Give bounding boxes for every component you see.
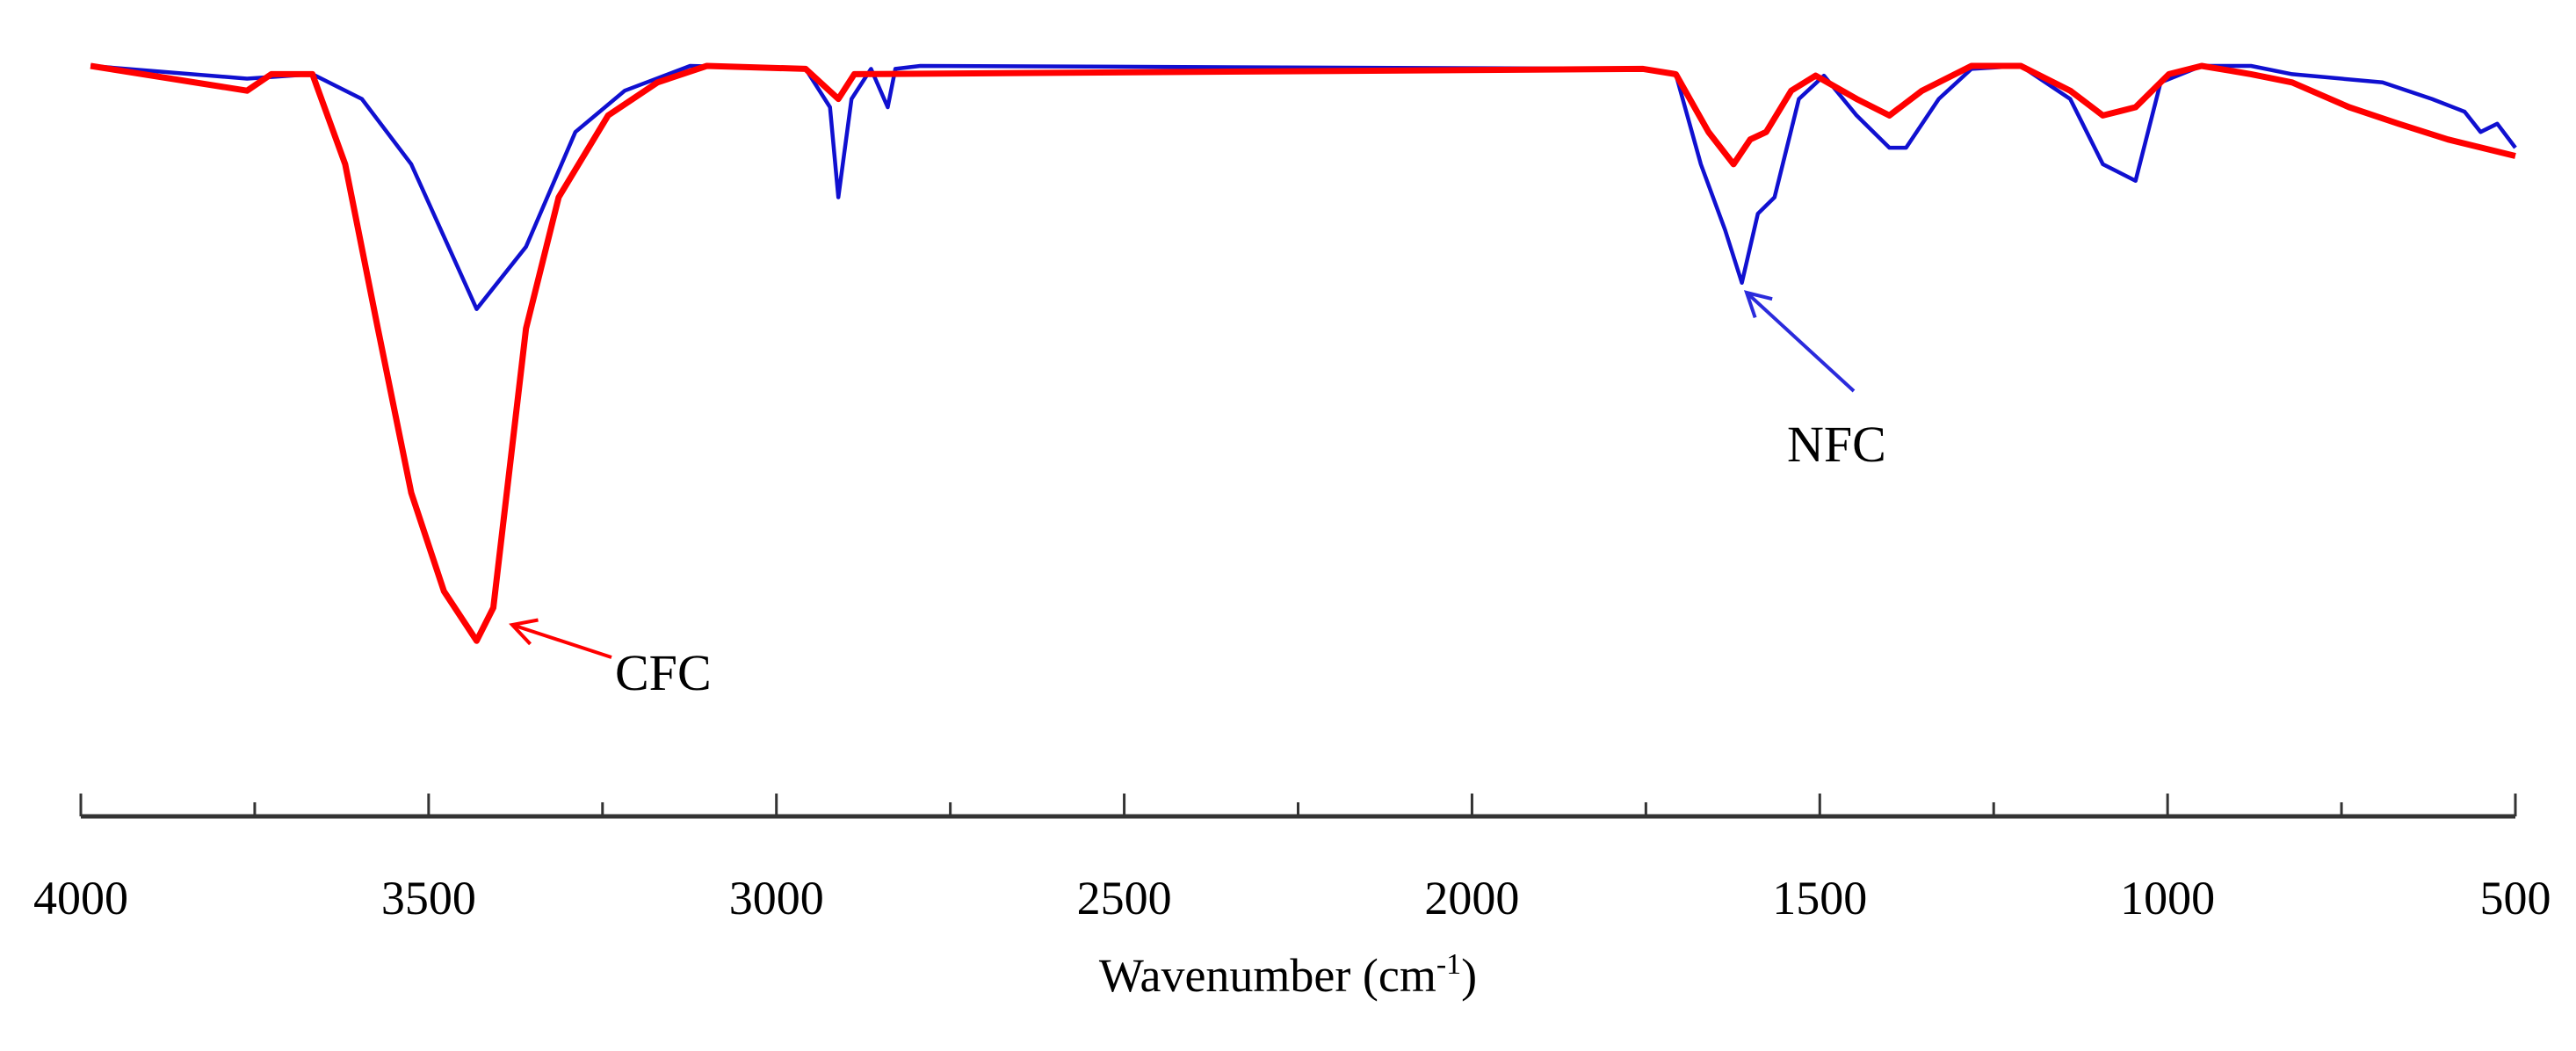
- arrowhead-icon: [1743, 290, 1773, 319]
- annotations: CFC NFC: [509, 290, 1886, 701]
- x-tick-label: 500: [2480, 872, 2551, 924]
- x-tick-label: 3500: [381, 872, 476, 924]
- x-tick-label: 2500: [1077, 872, 1172, 924]
- nfc-label: NFC: [1787, 416, 1886, 473]
- x-tick-label: 3000: [729, 872, 824, 924]
- cfc-arrow: [511, 623, 612, 659]
- cfc-label: CFC: [615, 644, 712, 701]
- nfc-arrow: [1745, 291, 1856, 393]
- series-cfc-line: [90, 62, 2516, 644]
- arrowhead-icon: [509, 618, 539, 646]
- x-axis: 4000 3500 3000 2500 2000 1500 1000 500: [33, 794, 2551, 924]
- x-tick-label: 1500: [1772, 872, 1867, 924]
- x-tick-label: 2000: [1424, 872, 1519, 924]
- series-layer: [90, 62, 2517, 644]
- x-tick-label: 1000: [2120, 872, 2215, 924]
- x-tick-label: 4000: [33, 872, 128, 924]
- x-axis-label: Wavenumber (cm-1): [1099, 948, 1477, 1002]
- series-nfc-line: [90, 63, 2517, 311]
